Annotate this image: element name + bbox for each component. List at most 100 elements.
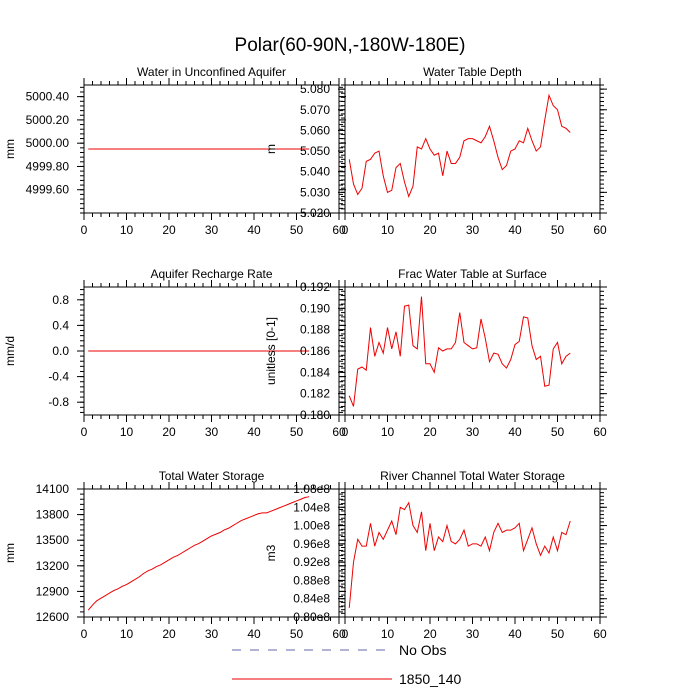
panel-water-table-depth-xtick-label: 20	[423, 223, 437, 237]
panel-water-table-depth-ytick-label: 5.020	[300, 206, 330, 220]
panel-water-table-depth-xtick-label: 10	[381, 223, 395, 237]
panel-total-water-storage: Total Water Storage mm 0 10 20 30 40 50 60 12600 1…	[3, 469, 346, 641]
legend: No Obs 1850_140	[232, 642, 462, 687]
panel-water-table-depth-ytick-label: 5.040	[300, 165, 330, 179]
panel-water-in-unconfined-aquifer-ytick-label: 5000.00	[26, 136, 70, 150]
panel-aquifer-recharge-rate-ytick-label: 0.0	[52, 344, 69, 358]
panel-water-in-unconfined-aquifer: Water in Unconfined Aquifer mm 0 10 20 30 40 50…	[3, 65, 346, 237]
panel-total-water-storage-xtick-label: 40	[247, 627, 261, 641]
panel-river-channel-total-water-storage-title: River Channel Total Water Storage	[380, 469, 565, 483]
panel-frac-water-table-at-surface-xtick-label: 40	[508, 425, 522, 439]
panel-total-water-storage-xtick-label: 30	[205, 627, 219, 641]
panel-frac-water-table-at-surface-ytick-label: 0.180	[300, 408, 330, 422]
panel-frac-water-table-at-surface-ytick-label: 0.192	[300, 280, 330, 294]
panel-total-water-storage-series-1850-140	[87, 496, 310, 611]
panel-frac-water-table-at-surface-ytick-label: 0.184	[300, 365, 330, 379]
panel-water-in-unconfined-aquifer-xtick-label: 60	[332, 223, 346, 237]
panel-frac-water-table-at-surface-xtick-label: 0	[342, 425, 349, 439]
panel-aquifer-recharge-rate-xtick-label: 20	[162, 425, 176, 439]
panel-total-water-storage-xtick-label: 10	[120, 627, 134, 641]
panel-river-channel-total-water-storage-ytick-label: 0.92e8	[293, 555, 330, 569]
panel-river-channel-total-water-storage-xtick-label: 0	[342, 627, 349, 641]
panel-water-table-depth-xtick-label: 0	[342, 223, 349, 237]
panel-water-table-depth-title: Water Table Depth	[423, 65, 522, 79]
panel-aquifer-recharge-rate-ytick-label: -0.4	[48, 370, 69, 384]
panel-river-channel-total-water-storage-ytick-label: 1.08e8	[293, 482, 330, 496]
panel-water-table-depth-ylabel: m	[264, 144, 278, 154]
panel-frac-water-table-at-surface-title: Frac Water Table at Surface	[398, 267, 547, 281]
panel-frac-water-table-at-surface-xtick-label: 60	[593, 425, 607, 439]
panel-water-in-unconfined-aquifer-xtick-label: 0	[81, 223, 88, 237]
panel-aquifer-recharge-rate-xtick-label: 50	[290, 425, 304, 439]
panel-frac-water-table-at-surface-xtick-label: 50	[551, 425, 565, 439]
panel-river-channel-total-water-storage-xtick-label: 20	[423, 627, 437, 641]
panel-water-table-depth-xtick-label: 50	[551, 223, 565, 237]
panel-water-in-unconfined-aquifer-ylabel: mm	[3, 139, 17, 159]
panel-aquifer-recharge-rate-xtick-label: 10	[120, 425, 134, 439]
panel-frac-water-table-at-surface-xtick-label: 30	[466, 425, 480, 439]
panel-water-in-unconfined-aquifer-xtick-label: 40	[247, 223, 261, 237]
panel-frac-water-table-at-surface-ytick-label: 0.188	[300, 323, 330, 337]
panel-frac-water-table-at-surface-ylabel: unitless [0-1]	[264, 317, 278, 385]
panel-river-channel-total-water-storage-ytick-label: 0.96e8	[293, 537, 330, 551]
panel-aquifer-recharge-rate-xtick-label: 30	[205, 425, 219, 439]
panel-frac-water-table-at-surface-series-1850-140	[348, 296, 571, 407]
panel-aquifer-recharge-rate-title: Aquifer Recharge Rate	[150, 267, 272, 281]
panel-river-channel-total-water-storage-xtick-label: 50	[551, 627, 565, 641]
panel-aquifer-recharge-rate-ytick-label: 0.8	[52, 293, 69, 307]
panel-total-water-storage-ytick-label: 12600	[36, 610, 70, 624]
panel-total-water-storage-ytick-label: 12900	[36, 584, 70, 598]
panel-water-in-unconfined-aquifer-ytick-label: 4999.80	[26, 159, 70, 173]
panel-water-table-depth-ytick-label: 5.070	[300, 103, 330, 117]
panel-total-water-storage-ytick-label: 13200	[36, 559, 70, 573]
panel-aquifer-recharge-rate-ylabel: mm/d	[3, 336, 17, 366]
panel-aquifer-recharge-rate-xtick-label: 0	[81, 425, 88, 439]
figure-title: Polar(60-90N,-180W-180E)	[235, 35, 466, 56]
panel-frac-water-table-at-surface-ytick-label: 0.182	[300, 387, 330, 401]
panel-frac-water-table-at-surface-xtick-label: 20	[423, 425, 437, 439]
panel-frac-water-table-at-surface: Frac Water Table at Surface unitless [0-1…	[264, 267, 607, 439]
panel-river-channel-total-water-storage: River Channel Total Water Storage m3 0 10 20…	[264, 469, 607, 641]
panel-aquifer-recharge-rate-xtick-label: 60	[332, 425, 346, 439]
panel-river-channel-total-water-storage-ytick-label: 1.04e8	[293, 500, 330, 514]
panel-aquifer-recharge-rate-ytick-label: -0.8	[48, 395, 69, 409]
panel-river-channel-total-water-storage-series-1850-140	[348, 501, 571, 608]
panel-water-in-unconfined-aquifer-ytick-label: 4999.60	[26, 183, 70, 197]
panel-water-in-unconfined-aquifer-xtick-label: 50	[290, 223, 304, 237]
panel-water-table-depth-xtick-label: 40	[508, 223, 522, 237]
panel-total-water-storage-ytick-label: 13800	[36, 508, 70, 522]
panel-water-table-depth-ytick-label: 5.080	[300, 82, 330, 96]
panel-water-table-depth-ytick-label: 5.050	[300, 144, 330, 158]
panel-total-water-storage-ytick-label: 14100	[36, 482, 70, 496]
panel-aquifer-recharge-rate-xtick-label: 40	[247, 425, 261, 439]
panel-water-table-depth-ytick-label: 5.030	[300, 185, 330, 199]
panel-river-channel-total-water-storage-xtick-label: 30	[466, 627, 480, 641]
panel-water-in-unconfined-aquifer-xtick-label: 30	[205, 223, 219, 237]
panel-frac-water-table-at-surface-ytick-label: 0.190	[300, 301, 330, 315]
panel-river-channel-total-water-storage-xtick-label: 60	[593, 627, 607, 641]
panel-frac-water-table-at-surface-ytick-label: 0.186	[300, 344, 330, 358]
panel-total-water-storage-xtick-label: 0	[81, 627, 88, 641]
panel-water-table-depth-xtick-label: 30	[466, 223, 480, 237]
panel-river-channel-total-water-storage-ylabel: m3	[264, 544, 278, 561]
panels: Water in Unconfined Aquifer mm 0 10 20 30 40 50…	[3, 65, 607, 641]
panel-water-in-unconfined-aquifer-title: Water in Unconfined Aquifer	[137, 65, 286, 79]
panel-water-in-unconfined-aquifer-xtick-label: 20	[162, 223, 176, 237]
panel-water-in-unconfined-aquifer-ytick-label: 5000.40	[26, 90, 70, 104]
panel-river-channel-total-water-storage-ytick-label: 0.80e8	[293, 610, 330, 624]
panel-total-water-storage-ylabel: mm	[3, 543, 17, 563]
panel-water-table-depth-series-1850-140	[348, 93, 571, 198]
panel-water-table-depth-xtick-label: 60	[593, 223, 607, 237]
panel-frac-water-table-at-surface-xtick-label: 10	[381, 425, 395, 439]
panel-total-water-storage-xtick-label: 60	[332, 627, 346, 641]
legend-label-no-obs: No Obs	[399, 642, 446, 658]
panel-aquifer-recharge-rate-ytick-label: 0.4	[52, 318, 69, 332]
panel-water-table-depth-ytick-label: 5.060	[300, 123, 330, 137]
panel-river-channel-total-water-storage-ytick-label: 0.84e8	[293, 592, 330, 606]
panel-river-channel-total-water-storage-ytick-label: 1.00e8	[293, 519, 330, 533]
panel-river-channel-total-water-storage-xtick-label: 40	[508, 627, 522, 641]
panel-river-channel-total-water-storage-xtick-label: 10	[381, 627, 395, 641]
panel-water-in-unconfined-aquifer-xtick-label: 10	[120, 223, 134, 237]
